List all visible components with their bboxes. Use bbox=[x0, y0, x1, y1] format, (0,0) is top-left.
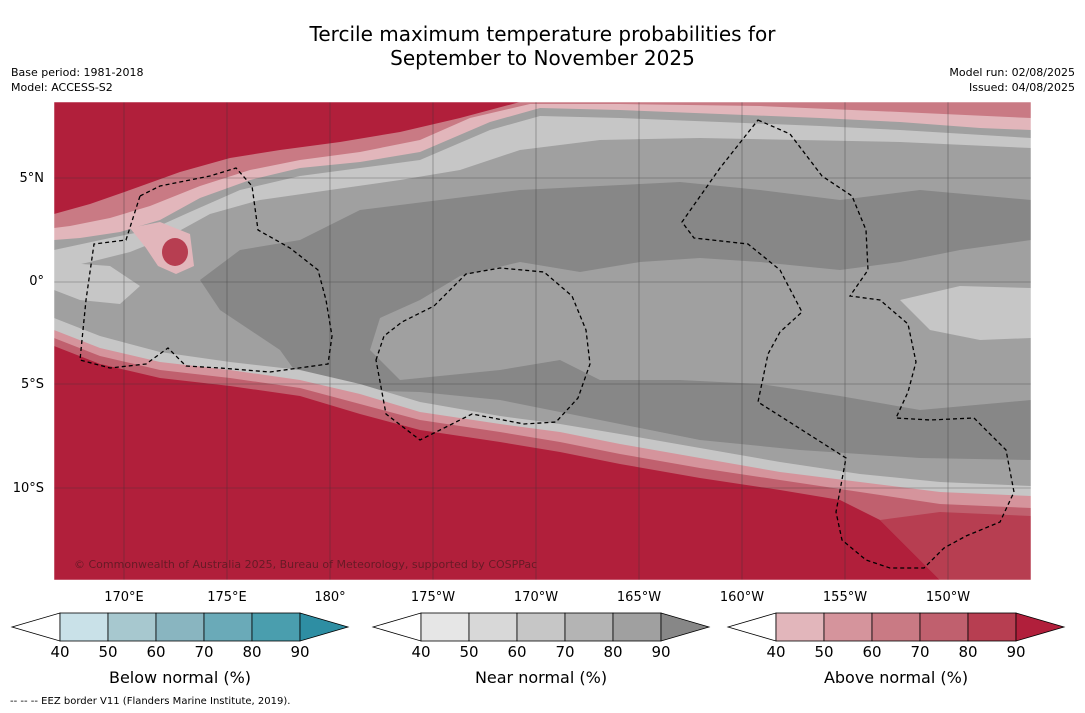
model-run: Model run: 02/08/2025 bbox=[949, 66, 1075, 79]
eez-borders bbox=[79, 119, 1015, 569]
near-colorbar-segment bbox=[612, 612, 662, 642]
copyright-notice: © Commonwealth of Australia 2025, Bureau… bbox=[74, 558, 538, 571]
lat-label-10s: 10°S bbox=[12, 481, 44, 496]
above-colorbar-tick: 40 bbox=[766, 643, 786, 661]
lon-label-170w: 170°W bbox=[513, 590, 559, 605]
map-frame bbox=[53, 101, 1032, 581]
above-colorbar-high-extension bbox=[1015, 612, 1066, 642]
near-colorbar-segment bbox=[468, 612, 518, 642]
near-light-west bbox=[54, 262, 140, 304]
warm-spot-core bbox=[162, 238, 188, 266]
below-colorbar-tick: 60 bbox=[146, 643, 166, 661]
south-east-above-80 bbox=[880, 512, 1031, 580]
below-colorbar-segment bbox=[59, 612, 109, 642]
colorbar-below bbox=[10, 612, 350, 642]
lat-label-5n: 5°N bbox=[19, 171, 45, 186]
lat-label-5s: 5°S bbox=[20, 377, 44, 392]
below-colorbar-segment bbox=[203, 612, 253, 642]
below-colorbar-segment bbox=[107, 612, 157, 642]
below-colorbar-tick: 90 bbox=[290, 643, 310, 661]
below-colorbar-high-extension bbox=[299, 612, 350, 642]
above-colorbar-segment bbox=[823, 612, 873, 642]
south-above-90 bbox=[54, 346, 940, 580]
lon-label-170e: 170°E bbox=[104, 590, 144, 605]
near-colorbar-low-extension bbox=[371, 612, 422, 642]
below-colorbar-tick: 40 bbox=[50, 643, 70, 661]
above-colorbar-title: Above normal (%) bbox=[823, 668, 969, 687]
near-colorbar-tick: 80 bbox=[603, 643, 623, 661]
lon-label-165w: 165°W bbox=[616, 590, 662, 605]
colorbar-near bbox=[371, 612, 711, 642]
above-colorbar-segment bbox=[871, 612, 921, 642]
north-near-light bbox=[54, 116, 1031, 270]
lon-label-180: 180° bbox=[314, 590, 346, 605]
eez-line-islands bbox=[681, 119, 1015, 569]
meta-left: Base period: 1981-2018 Model: ACCESS-S2 bbox=[11, 65, 143, 95]
below-colorbar-title: Below normal (%) bbox=[108, 668, 252, 687]
near-colorbar-segment bbox=[516, 612, 566, 642]
eez-kiribati-gilbert bbox=[79, 167, 333, 373]
above-colorbar-tick: 70 bbox=[910, 643, 930, 661]
eez-phoenix bbox=[375, 267, 591, 441]
above-colorbar-segment bbox=[919, 612, 969, 642]
near-colorbar-tick: 50 bbox=[459, 643, 479, 661]
title-line-2: September to November 2025 bbox=[390, 46, 695, 70]
title-line-1: Tercile maximum temperature probabilitie… bbox=[309, 22, 776, 46]
colorbar-above bbox=[726, 612, 1066, 642]
below-colorbar-tick: 80 bbox=[242, 643, 262, 661]
near-colorbar-tick: 90 bbox=[651, 643, 671, 661]
below-colorbar-tick: 70 bbox=[194, 643, 214, 661]
near-colorbar-segment bbox=[564, 612, 614, 642]
issued-date: Issued: 04/08/2025 bbox=[968, 81, 1075, 94]
lon-label-155w: 155°W bbox=[822, 590, 868, 605]
near-colorbar-title: Near normal (%) bbox=[474, 668, 608, 687]
model-name: Model: ACCESS-S2 bbox=[11, 81, 113, 94]
above-colorbar-segment bbox=[967, 612, 1017, 642]
north-above-90 bbox=[54, 102, 520, 214]
eez-footnote: -- -- -- EEZ border V11 (Flanders Marine… bbox=[10, 696, 291, 707]
near-light-east bbox=[900, 286, 1031, 340]
above-colorbar-tick: 60 bbox=[862, 643, 882, 661]
map-field bbox=[54, 102, 1031, 580]
graticule bbox=[54, 102, 1031, 580]
near-colorbar-tick: 40 bbox=[411, 643, 431, 661]
lon-label-175e: 175°E bbox=[207, 590, 247, 605]
near-colorbar-tick: 60 bbox=[507, 643, 527, 661]
near-colorbar-high-extension bbox=[660, 612, 711, 642]
lon-label-150w: 150°W bbox=[925, 590, 971, 605]
below-colorbar-low-extension bbox=[10, 612, 61, 642]
lat-label-0: 0° bbox=[29, 274, 44, 289]
base-period: Base period: 1981-2018 bbox=[11, 66, 144, 79]
near-colorbar-tick: 70 bbox=[555, 643, 575, 661]
near-90-central bbox=[200, 182, 1031, 460]
map-title: Tercile maximum temperature probabilitie… bbox=[0, 22, 1085, 70]
lon-label-175w: 175°W bbox=[410, 590, 456, 605]
above-colorbar-low-extension bbox=[726, 612, 777, 642]
near-colorbar-segment bbox=[420, 612, 470, 642]
above-colorbar-segment bbox=[775, 612, 825, 642]
above-colorbar-tick: 50 bbox=[814, 643, 834, 661]
above-colorbar-tick: 90 bbox=[1006, 643, 1026, 661]
below-colorbar-tick: 50 bbox=[98, 643, 118, 661]
below-colorbar-segment bbox=[251, 612, 301, 642]
lon-label-160w: 160°W bbox=[719, 590, 765, 605]
below-colorbar-segment bbox=[155, 612, 205, 642]
above-colorbar-tick: 80 bbox=[958, 643, 978, 661]
meta-right: Model run: 02/08/2025 Issued: 04/08/2025 bbox=[949, 65, 1075, 95]
